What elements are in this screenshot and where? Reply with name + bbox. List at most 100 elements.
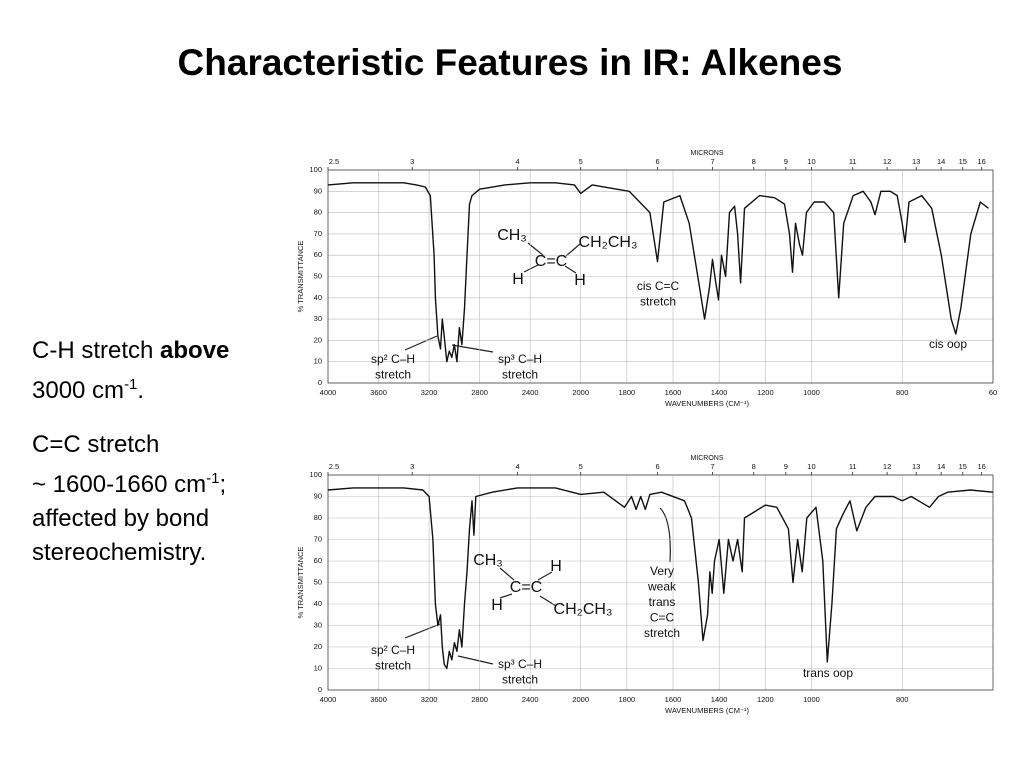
spectrum-line [327, 182, 989, 363]
x-tick-label: 3200 [421, 695, 438, 704]
y-tick-label: 60 [314, 250, 322, 259]
leaders [404, 242, 671, 665]
x2-tick-label: 12 [883, 157, 891, 166]
plot-frame [327, 474, 994, 691]
x2-tick-label: 5 [579, 462, 583, 471]
y-tick-label: 10 [314, 357, 322, 366]
x2-tick-label: 12 [883, 462, 891, 471]
x-tick-label: 800 [896, 388, 909, 397]
x-tick-label: 2400 [522, 388, 539, 397]
text: . [137, 377, 145, 404]
x-tick-label: 2000 [572, 388, 589, 397]
x-tick-label: 3600 [370, 388, 387, 397]
y-tick-label: 100 [309, 165, 322, 174]
x2-tick-label: 15 [959, 462, 967, 471]
annotation: sp³ C–H [498, 657, 542, 671]
x2-tick-label: 9 [784, 462, 788, 471]
x2-tick-label: 4 [515, 157, 519, 166]
x2-tick-label: 4 [515, 462, 519, 471]
x-tick-label: 2800 [471, 695, 488, 704]
x-tick-label: 800 [896, 695, 909, 704]
x-tick-label: 2800 [471, 388, 488, 397]
y-tick-label: 80 [314, 208, 322, 217]
arrow [451, 344, 494, 353]
x-tick-label: 1200 [757, 388, 774, 397]
slide-title: Characteristic Features in IR: Alkenes [177, 42, 843, 83]
annotation: C=C [535, 253, 567, 270]
arrow [404, 335, 438, 351]
x2-tick-label: 15 [959, 157, 967, 166]
superscript: -1 [124, 376, 138, 393]
x2-tick-label: 8 [752, 157, 756, 166]
annotation: stretch [644, 626, 680, 640]
annotation: CH₂CH₃ [554, 601, 613, 618]
text: ; [219, 471, 227, 498]
x2-tick-label: 11 [849, 462, 857, 471]
annotation: trans [649, 595, 676, 609]
annotation: C=C [650, 611, 675, 625]
x-tick-label: 3600 [370, 695, 387, 704]
annotation: H [491, 597, 503, 614]
y-axis-label: % TRANSMITTANCE [296, 547, 305, 619]
annotation: H [550, 558, 562, 575]
text: affected by bond [32, 505, 210, 532]
x2-axis-label: MICRONS [690, 455, 723, 462]
y-tick-label: 90 [314, 186, 322, 195]
x2-tick-label: 5 [579, 157, 583, 166]
note: C=C stretch ~ 1600-1660 cm-1; affected b… [32, 428, 226, 570]
y-tick-label: 70 [314, 229, 322, 238]
x2-tick-label: 14 [937, 157, 945, 166]
x2-tick-label: 6 [656, 462, 660, 471]
x-tick-label: 1400 [711, 388, 728, 397]
y-tick-label: 40 [314, 599, 322, 608]
annotation: stretch [640, 295, 676, 309]
x-tick-label: 1600 [665, 695, 682, 704]
annotation: trans oop [803, 666, 853, 680]
x-axis-label: WAVENUMBERS (CM⁻¹) [665, 706, 749, 715]
y-axis-label: % TRANSMITTANCE [296, 241, 305, 313]
annotation: stretch [502, 673, 538, 687]
annotation: stretch [375, 368, 411, 382]
x2-tick-label: 10 [807, 462, 815, 471]
annotation: weak [647, 580, 677, 594]
text: ~ 1600-1660 cm [32, 471, 207, 498]
x2-tick-label: 10 [807, 157, 815, 166]
note: C-H stretch above 3000 cm-1. [32, 334, 229, 408]
x-tick-label: 4000 [320, 695, 337, 704]
annotation: sp³ C–H [498, 352, 542, 366]
x-tick-label: 2000 [572, 695, 589, 704]
x2-tick-label: 13 [912, 157, 920, 166]
bond [523, 242, 581, 274]
x-tick-label: 1800 [619, 388, 636, 397]
text: 3000 cm [32, 377, 125, 404]
annotation: CH₃ [497, 227, 527, 244]
annotation: C=C [510, 579, 542, 596]
x-tick-label: 2400 [522, 695, 539, 704]
annotation: H [512, 271, 524, 288]
superscript: -1 [206, 470, 220, 487]
x2-axis-label: MICRONS [690, 150, 723, 157]
x-axis-label: WAVENUMBERS (CM⁻¹) [665, 399, 749, 408]
y-tick-label: 30 [314, 620, 322, 629]
y-tick-label: 90 [314, 491, 322, 500]
x-tick-label: 60 [989, 388, 997, 397]
arrow [659, 507, 671, 563]
y-tick-label: 20 [314, 335, 322, 344]
y-tick-label: 10 [314, 663, 322, 672]
arrow [457, 655, 494, 665]
text: stereochemistry. [32, 539, 207, 566]
bold-text: above [160, 337, 230, 364]
x2-tick-label: 14 [937, 462, 945, 471]
y-tick-label: 60 [314, 556, 322, 565]
y-tick-label: 70 [314, 534, 322, 543]
x-tick-label: 1800 [619, 695, 636, 704]
x2-tick-label: 7 [710, 462, 714, 471]
y-tick-label: 80 [314, 513, 322, 522]
x2-tick-label: 11 [849, 157, 857, 166]
x-tick-label: 3200 [421, 388, 438, 397]
text: C=C stretch [32, 431, 160, 458]
x-tick-label: 1200 [757, 695, 774, 704]
annotation: stretch [502, 368, 538, 382]
x2-tick-label: 3 [410, 157, 414, 166]
